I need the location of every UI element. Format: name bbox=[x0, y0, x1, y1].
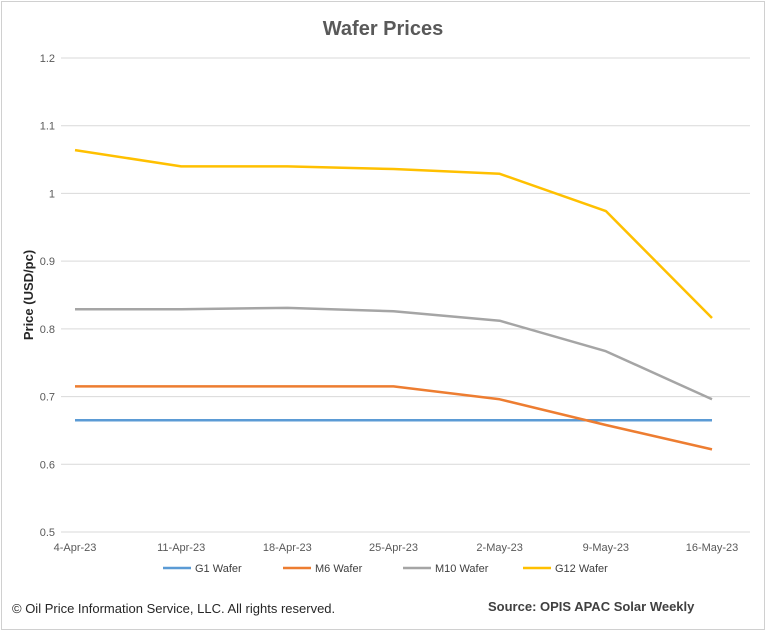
x-tick-label: 9-May-23 bbox=[583, 542, 629, 554]
y-tick-label: 0.5 bbox=[40, 527, 55, 539]
x-tick-label: 2-May-23 bbox=[476, 542, 522, 554]
series-line-g12-wafer bbox=[74, 148, 713, 319]
x-tick-label: 18-Apr-23 bbox=[263, 542, 312, 554]
legend-label: M6 Wafer bbox=[315, 563, 363, 575]
y-tick-label: 1.1 bbox=[40, 121, 55, 133]
x-tick-label: 11-Apr-23 bbox=[157, 542, 205, 554]
y-tick-label: 0.7 bbox=[40, 392, 55, 404]
series-line-m10-wafer bbox=[75, 306, 713, 401]
chart-title: Wafer Prices bbox=[323, 18, 443, 40]
y-tick-label: 1.2 bbox=[40, 53, 55, 65]
y-tick-label: 1 bbox=[49, 188, 55, 200]
series-line-m6-wafer bbox=[75, 385, 713, 451]
legend-label: G12 Wafer bbox=[555, 563, 608, 575]
source-text: Source: OPIS APAC Solar Weekly bbox=[488, 599, 695, 614]
x-tick-label: 25-Apr-23 bbox=[369, 542, 418, 554]
x-tick-label: 16-May-23 bbox=[686, 542, 739, 554]
y-tick-label: 0.8 bbox=[40, 324, 55, 336]
y-tick-label: 0.9 bbox=[40, 256, 55, 268]
x-tick-label: 4-Apr-23 bbox=[54, 542, 97, 554]
copyright-text: © Oil Price Information Service, LLC. Al… bbox=[12, 601, 336, 616]
legend-label: G1 Wafer bbox=[195, 563, 242, 575]
y-axis-label: Price (USD/pc) bbox=[21, 250, 36, 340]
legend-label: M10 Wafer bbox=[435, 563, 489, 575]
y-tick-label: 0.6 bbox=[40, 459, 55, 471]
